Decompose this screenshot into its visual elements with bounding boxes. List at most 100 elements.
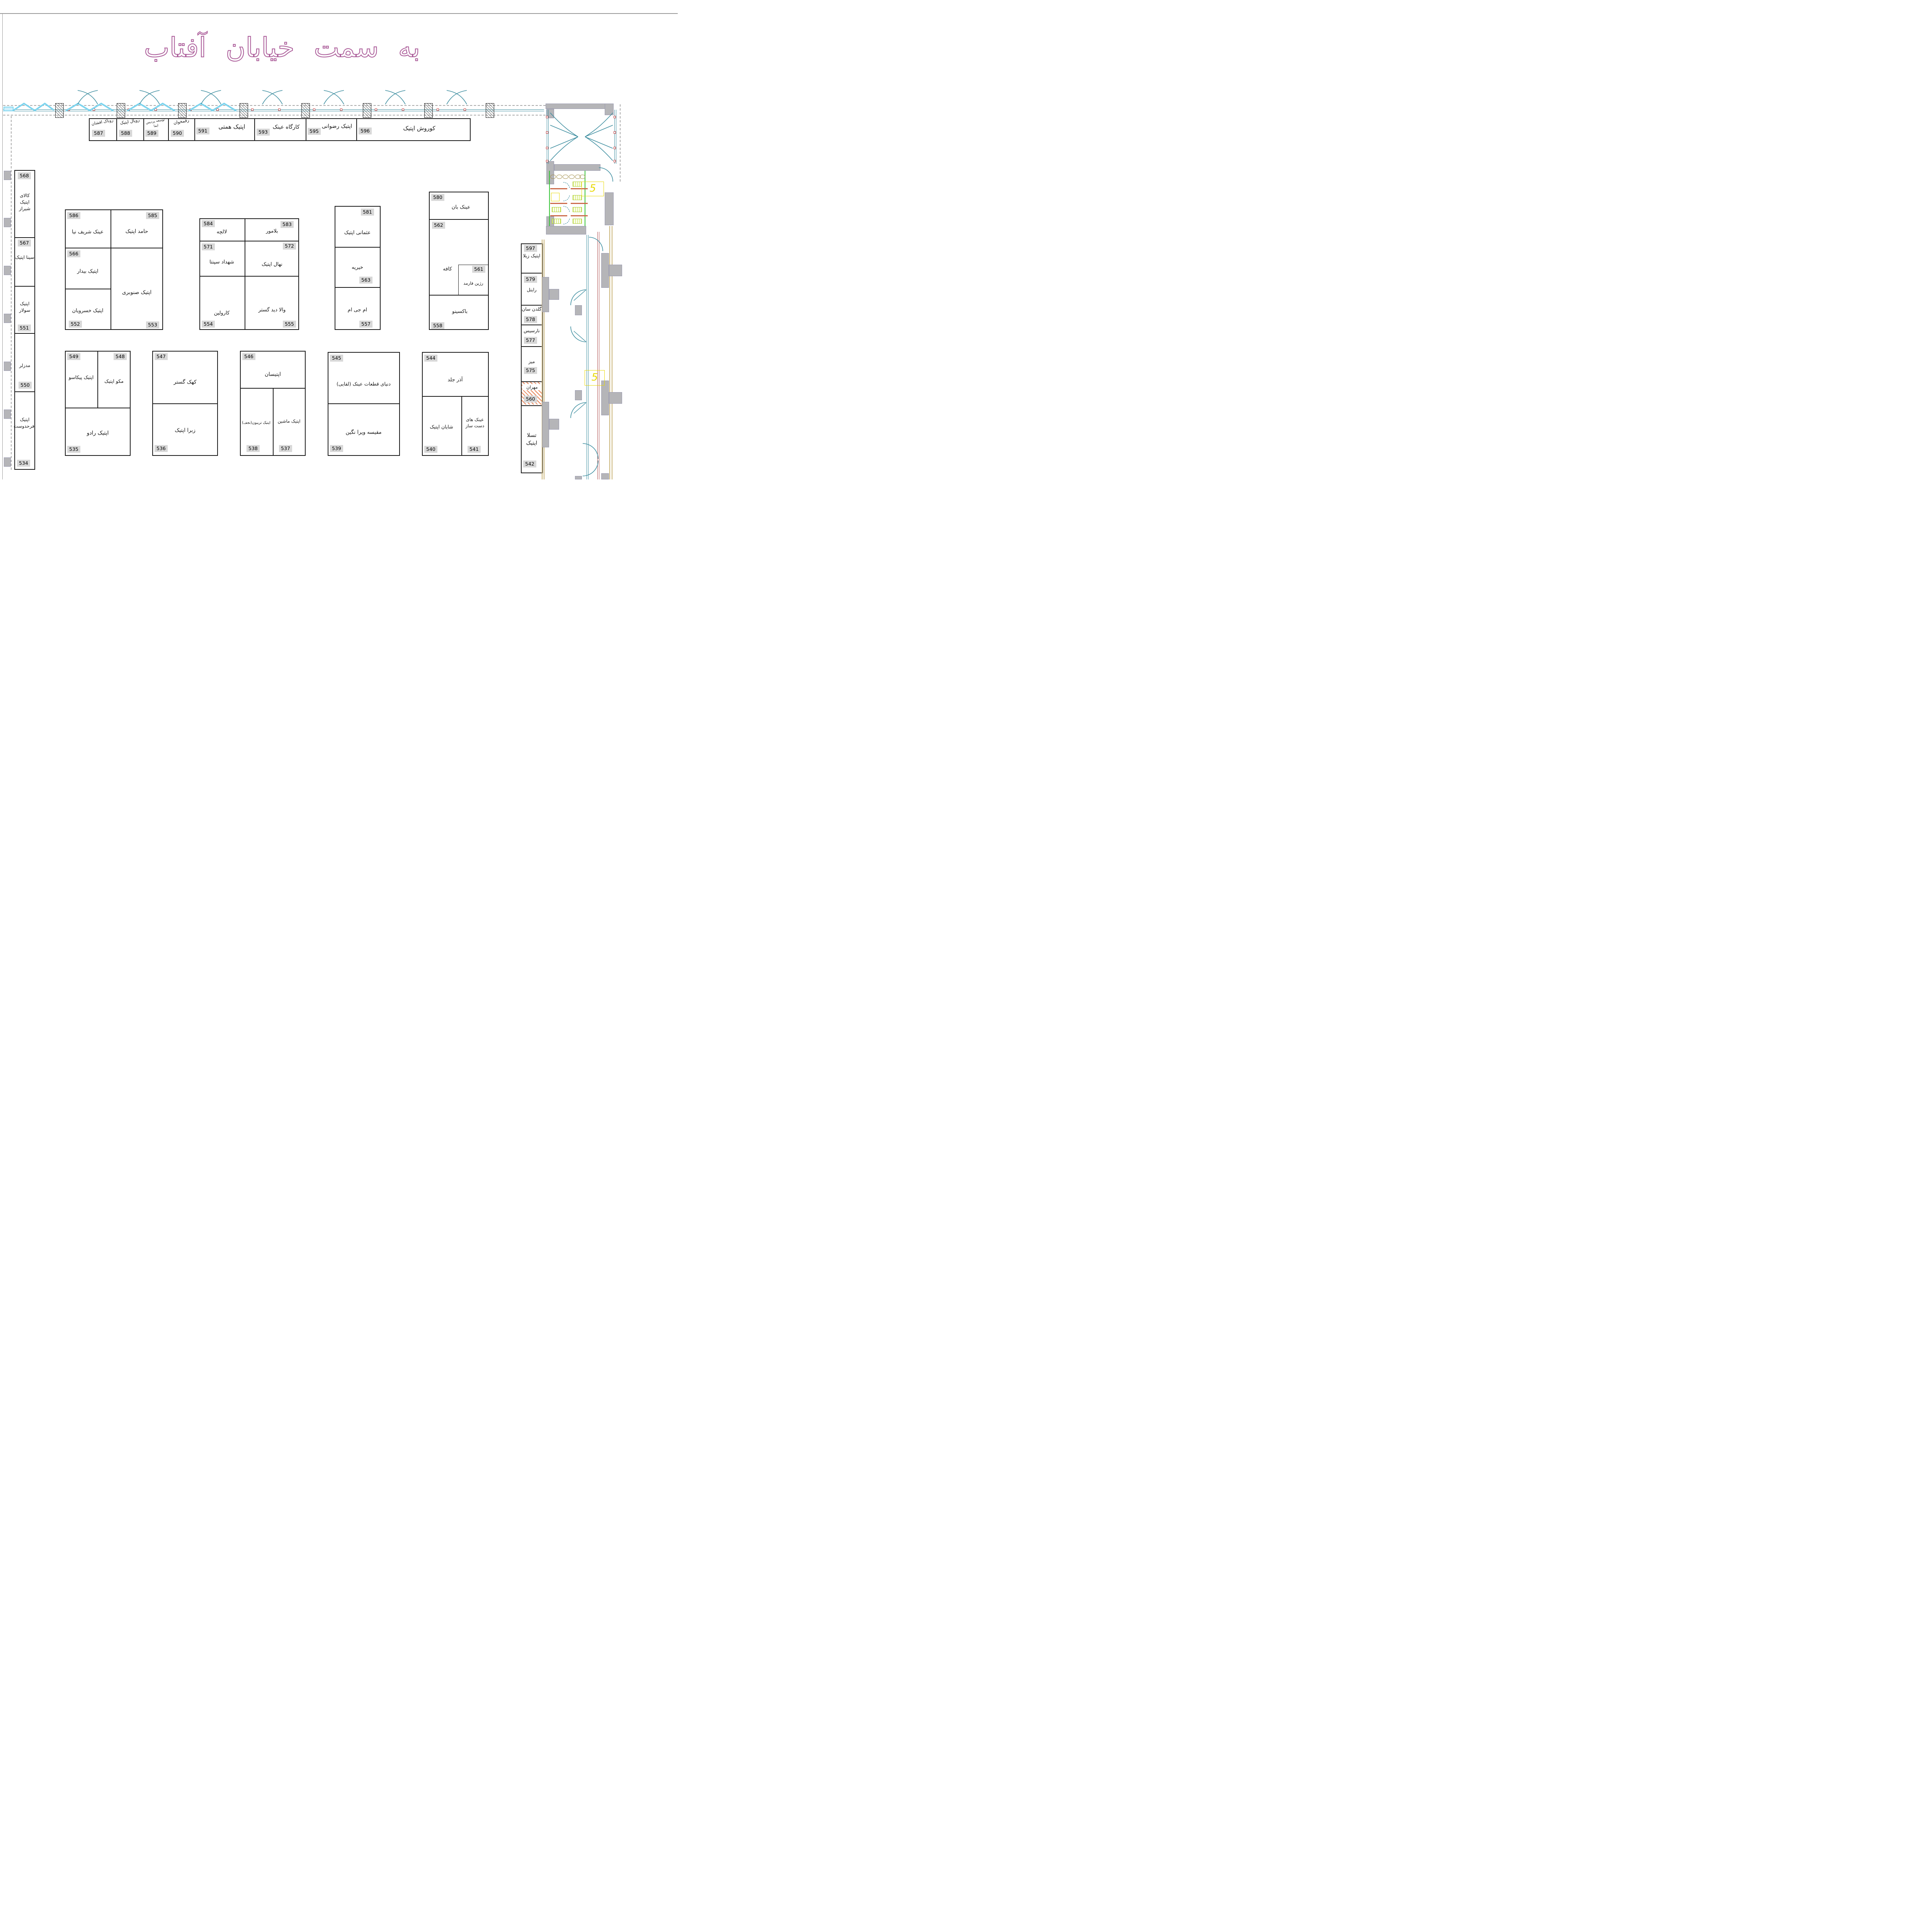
page-border-left <box>2 13 3 479</box>
shop-546-name: اپتیسان <box>265 371 281 377</box>
wall-band <box>546 226 586 235</box>
shop-593-name: کارگاه عینک <box>272 124 300 130</box>
floor-plan-canvas: به سمت خیابان آفتاب <box>0 0 678 479</box>
double-door-swing-icon <box>446 90 467 105</box>
column-icon <box>4 171 11 180</box>
shop-593-number: 593 <box>257 129 270 136</box>
shop-534-name: اپتیک فرحدوست <box>14 417 34 429</box>
shop-568-number: 568 <box>18 172 31 179</box>
column-icon <box>4 410 11 419</box>
wall-stub <box>546 161 554 184</box>
column-icon <box>601 253 609 288</box>
stall-door-icon <box>563 182 570 189</box>
shop-539-name: مقیسه ویرا نگین <box>345 429 382 435</box>
door-swing-icon <box>570 402 587 418</box>
shop-541-name: عینک های دست ساز <box>465 417 485 429</box>
shop-581-name: عثمانی اپتیک <box>344 230 371 236</box>
double-door-swing-icon <box>262 90 283 105</box>
corridor-dashed-line <box>620 104 621 182</box>
toilet-icon <box>573 195 582 200</box>
toilet-icon <box>573 182 582 187</box>
shop-552-name: اپتیک خسرویان <box>72 308 104 314</box>
column-hatch-icon <box>301 103 310 118</box>
column-icon <box>4 218 11 227</box>
shop-547-number: 547 <box>155 353 168 360</box>
sink-icon <box>569 175 575 179</box>
column-icon <box>609 265 622 276</box>
shop-578-name: گلدن سان <box>522 306 542 312</box>
shop-548-number: 548 <box>114 353 127 360</box>
column-icon <box>542 402 549 447</box>
shop-583-name: بلامور <box>266 228 278 234</box>
column-icon <box>549 419 559 430</box>
folding-door-icon <box>3 102 54 112</box>
wall-stub <box>575 476 582 479</box>
mullion-icon <box>546 160 548 162</box>
shop-551-name: اپتیک سولار <box>19 301 31 313</box>
wall-stub <box>575 305 582 315</box>
column-icon <box>4 362 11 371</box>
mullion-icon <box>340 109 342 111</box>
shop-580-number: 580 <box>431 194 444 201</box>
service-line <box>609 226 610 479</box>
page-title: به سمت خیابان آفتاب <box>144 31 421 64</box>
double-door-swing-icon <box>201 90 221 105</box>
mullion-icon <box>614 147 616 149</box>
shop-row-top <box>89 118 471 141</box>
shop-558-number: 558 <box>431 322 444 329</box>
shop-560-number: 560 <box>524 396 537 403</box>
door-swing-icon <box>588 237 603 252</box>
mullion-icon <box>278 109 281 111</box>
shop-block-i <box>422 352 489 456</box>
mullion-icon <box>546 131 548 134</box>
column-icon <box>609 392 622 404</box>
shop-538-name: اپتیک تریبون(نجف) <box>242 421 270 425</box>
door-swing-icon <box>582 460 599 476</box>
corridor-dashed-line <box>11 116 12 470</box>
shop-563-name: خیریه <box>352 265 363 270</box>
shop-555-name: والا دید گستر <box>258 307 286 313</box>
shop-537-number: 537 <box>279 445 292 452</box>
service-box <box>551 193 560 201</box>
shop-544-number: 544 <box>424 355 437 362</box>
shop-538-number: 538 <box>247 445 260 452</box>
shop-560-name: مهران <box>522 384 542 391</box>
shop-567-number: 567 <box>18 240 31 246</box>
shop-590-number: 590 <box>171 130 184 137</box>
shop-block-b <box>199 218 299 330</box>
shop-588-number: 588 <box>119 130 132 137</box>
stall-door-icon <box>563 206 570 213</box>
shop-549-name: اپتیک پیکاسو <box>68 374 94 380</box>
shop-572-name: نهال اپتیک <box>262 262 282 267</box>
shop-584-number: 584 <box>202 220 215 227</box>
column-icon <box>601 473 609 479</box>
shop-549-number: 549 <box>67 353 80 360</box>
shop-579-number: 579 <box>524 276 537 283</box>
sink-icon <box>580 175 585 179</box>
stall-partition <box>571 203 588 204</box>
shop-548-name: مکو اپتیک <box>104 378 124 384</box>
door-swing-icon <box>582 443 599 459</box>
corridor-wall-line <box>597 232 598 479</box>
double-door-swing-icon <box>77 90 98 105</box>
door-swing-icon <box>570 326 587 342</box>
corridor-dashed-line <box>3 115 546 116</box>
mullion-icon <box>216 109 219 111</box>
shop-542-name: تسلا اپتیک <box>526 432 537 446</box>
mullion-icon <box>614 160 616 162</box>
shop-block-d <box>429 192 489 330</box>
shop-546-number: 546 <box>242 353 255 360</box>
shop-563-number: 563 <box>359 277 372 284</box>
shop-596-number: 596 <box>359 127 372 134</box>
door-swing-icon <box>570 289 587 306</box>
sink-icon <box>563 175 568 179</box>
shop-535-number: 535 <box>67 446 80 453</box>
stall-partition <box>571 188 588 189</box>
shop-566-name: اپتیک بیدار <box>77 269 99 274</box>
column-icon <box>601 381 609 415</box>
shop-541-number: 541 <box>468 446 481 453</box>
floor-label-5: 5 <box>585 370 605 386</box>
shop-583-number: 583 <box>281 221 294 228</box>
mullion-icon <box>402 109 404 111</box>
wall-stub <box>575 390 582 400</box>
